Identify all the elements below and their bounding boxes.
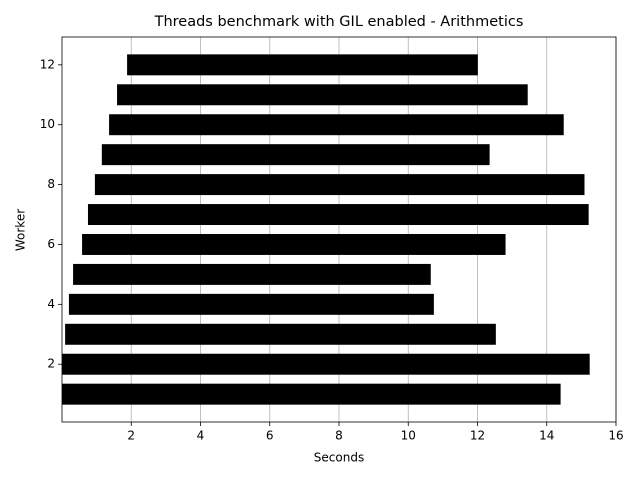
- bar: [73, 263, 431, 285]
- x-tick-label: 12: [470, 429, 485, 443]
- x-tick-label: 10: [401, 429, 416, 443]
- y-tick-label: 2: [47, 357, 55, 371]
- bar: [68, 293, 434, 315]
- bar: [62, 383, 561, 405]
- x-tick-label: 14: [539, 429, 554, 443]
- x-tick-label: 8: [335, 429, 343, 443]
- bar: [127, 54, 478, 76]
- y-tick-label: 12: [40, 57, 55, 71]
- x-tick-label: 16: [608, 429, 623, 443]
- x-tick-label: 2: [127, 429, 135, 443]
- bar: [101, 144, 490, 166]
- bar: [117, 84, 528, 106]
- bar: [62, 353, 590, 375]
- x-tick-label: 4: [197, 429, 205, 443]
- chart-title: Threads benchmark with GIL enabled - Ari…: [154, 14, 524, 30]
- bar: [87, 204, 589, 226]
- bar: [94, 174, 585, 196]
- y-tick-label: 8: [47, 177, 55, 191]
- bar: [82, 233, 506, 255]
- y-tick-label: 4: [47, 297, 55, 311]
- plot-frame: [61, 36, 617, 423]
- y-axis-label: Worker: [14, 209, 28, 251]
- bar: [109, 114, 564, 136]
- y-tick-label: 10: [40, 117, 55, 131]
- x-tick-label: 6: [266, 429, 274, 443]
- bar: [65, 323, 496, 345]
- x-axis-label: Seconds: [314, 451, 364, 465]
- y-tick-label: 6: [47, 237, 55, 251]
